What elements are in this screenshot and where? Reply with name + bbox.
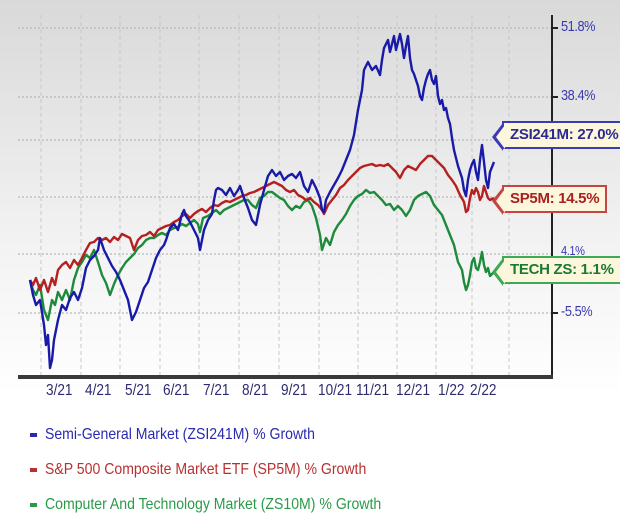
legend-label: S&P 500 Composite Market ETF (SP5M) % Gr… [44, 461, 367, 478]
x-tick-label: 12/21 [396, 382, 431, 399]
legend-item-tech: Computer And Technology Market (ZS10M) %… [30, 496, 381, 514]
y-tick-label: 51.8% [561, 18, 596, 35]
tech-value-tag: TECH ZS: 1.1% [492, 256, 620, 286]
legend-swatch-icon [30, 467, 38, 472]
x-tick-label: 4/21 [85, 382, 112, 399]
x-tick-label: 2/22 [470, 382, 497, 399]
legend-item-zsi: Semi-General Market (ZSI241M) % Growth [30, 426, 315, 444]
legend-label: Computer And Technology Market (ZS10M) %… [44, 496, 382, 513]
legend-swatch-icon [30, 432, 38, 437]
series-zsi-line [28, 32, 496, 370]
x-tick-label: 1/22 [438, 382, 465, 399]
x-tick-label: 11/21 [356, 382, 390, 399]
y-tick-label: 4.1% [561, 243, 585, 258]
legend-item-sp5m: S&P 500 Composite Market ETF (SP5M) % Gr… [30, 461, 366, 479]
x-tick-label: 5/21 [125, 382, 152, 399]
sp5m-value-tag: SP5M: 14.5% [491, 185, 608, 215]
x-tick-label: 8/21 [242, 382, 269, 399]
x-tick-label: 3/21 [46, 382, 73, 399]
x-tick-label: 9/21 [281, 382, 308, 399]
series-tech-line [28, 188, 495, 322]
y-tick-label: 38.4% [561, 87, 596, 104]
legend-label: Semi-General Market (ZSI241M) % Growth [44, 426, 315, 443]
h-gridlines [18, 27, 552, 314]
legend-swatch-icon [30, 502, 38, 507]
x-tick-label: 6/21 [163, 382, 190, 399]
series-sp5m-line [28, 154, 495, 294]
zsi-value-tag: ZSI241M: 27.0% [491, 121, 620, 151]
x-tick-label: 7/21 [203, 382, 230, 399]
y-ticks [552, 27, 558, 314]
y-tick-label: -5.5% [561, 303, 593, 320]
x-tick-label: 10/21 [318, 382, 353, 399]
